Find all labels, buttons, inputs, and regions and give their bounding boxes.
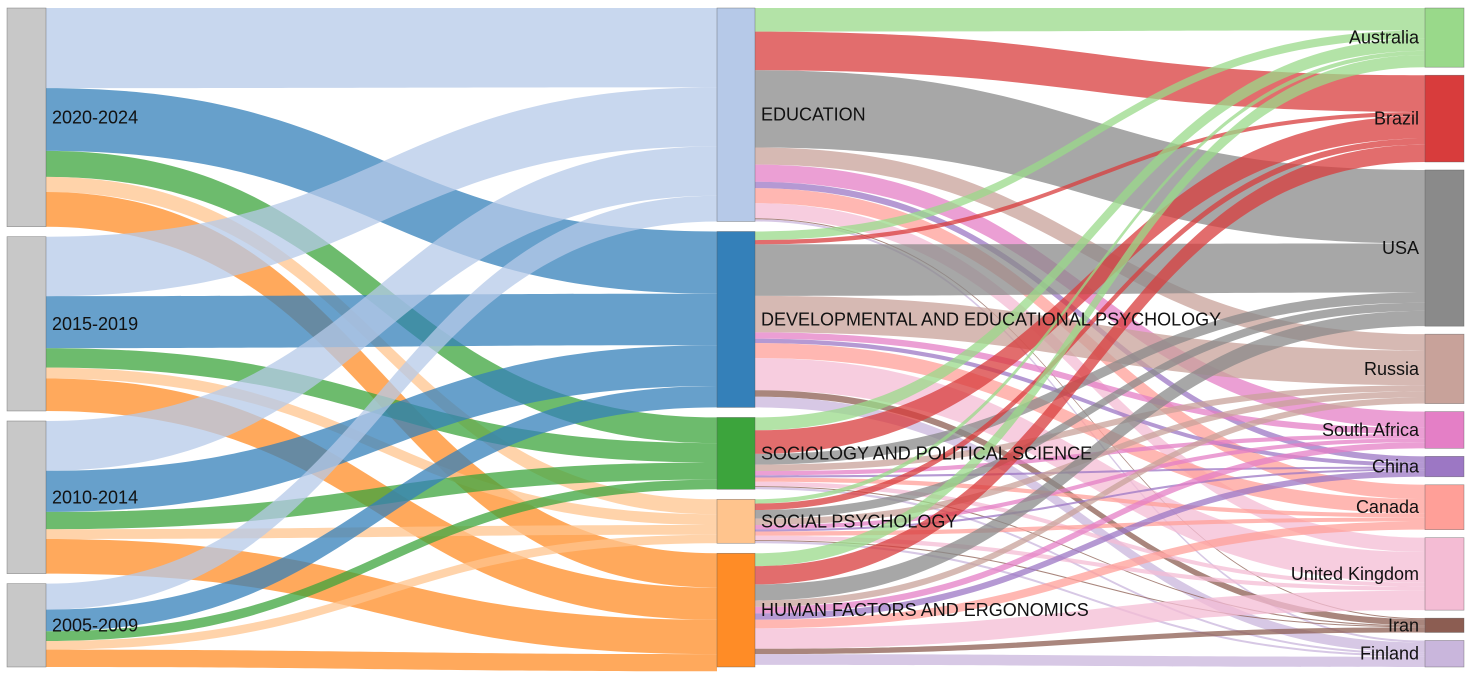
node-sps (716, 498, 756, 544)
flow-edu-to-bra (755, 31, 1425, 112)
node-label-p05: 2005-2009 (52, 615, 138, 635)
node-fin (1424, 640, 1465, 668)
flow-p05-to-dev (46, 385, 717, 632)
node-label-p20: 2020-2024 (52, 107, 138, 127)
flow-soc-to-usa (755, 292, 1425, 465)
node-label-aus: Australia (1349, 28, 1420, 48)
node-chn (1424, 456, 1465, 478)
node-p20 (6, 7, 47, 227)
flow-hfe-to-irn (755, 627, 1425, 655)
node-label-fin: Finland (1360, 644, 1419, 664)
flow-sps-to-irn (755, 540, 1425, 628)
flow-dev-to-chn (755, 338, 1425, 467)
flow-hfe-to-chn (755, 470, 1425, 620)
node-usa (1424, 169, 1465, 327)
flow-soc-to-rus (755, 385, 1425, 472)
node-label-rus: Russia (1364, 359, 1420, 379)
node-edu (716, 7, 756, 222)
node-p05 (6, 583, 47, 668)
flow-p10-to-edu (46, 146, 717, 471)
flow-soc-to-uk (755, 481, 1425, 587)
flow-sps-to-uk (755, 535, 1425, 591)
flow-hfe-to-saf (755, 442, 1425, 614)
flow-soc-to-irn (755, 486, 1425, 627)
node-hfe (716, 552, 756, 668)
node-soc (716, 417, 756, 490)
links-layer (46, 8, 1425, 672)
flow-soc-to-can (755, 477, 1425, 518)
node-label-irn: Iran (1388, 615, 1419, 635)
node-label-dev: DEVELOPMENTAL AND EDUCATIONAL PSYCHOLOGY (761, 309, 1221, 329)
flow-p10-to-sps (46, 525, 717, 539)
node-label-sps: SOCIAL PSYCHOLOGY (761, 511, 957, 531)
flow-p10-to-dev (46, 345, 717, 512)
flow-sps-to-bra (755, 138, 1425, 511)
flow-dev-to-usa (755, 243, 1425, 296)
node-label-p10: 2010-2014 (52, 487, 138, 507)
flow-soc-to-chn (755, 466, 1425, 478)
nodes-layer (6, 7, 1465, 668)
node-label-bra: Brazil (1374, 109, 1419, 129)
node-label-chn: China (1372, 457, 1420, 477)
node-label-hfe: HUMAN FACTORS AND ERGONOMICS (761, 600, 1089, 620)
flow-dev-to-aus (755, 30, 1425, 241)
flow-p05-to-hfe (46, 649, 717, 672)
flow-sps-to-fin (755, 541, 1425, 657)
flow-sps-to-aus (755, 50, 1425, 504)
flow-dev-to-bra (755, 111, 1425, 245)
flow-edu-to-saf (755, 164, 1425, 428)
node-p15 (6, 236, 47, 412)
flow-p05-to-sps (46, 534, 717, 650)
node-label-soc: SOCIOLOGY AND POLITICAL SCIENCE (761, 443, 1092, 463)
flow-p20-to-edu (46, 8, 717, 89)
flow-p15-to-edu (46, 87, 717, 297)
labels-layer: 2020-2024 2015-2019 2010-2014 2005-2009 EDUC… (52, 28, 1420, 664)
flow-edu-to-aus (755, 8, 1425, 32)
flow-dev-to-irn (755, 390, 1425, 626)
flow-p10-to-soc (46, 462, 717, 530)
flow-sps-to-saf (755, 438, 1425, 530)
flow-hfe-to-bra (755, 144, 1425, 585)
flow-sps-to-usa (755, 302, 1425, 519)
node-label-saf: South Africa (1322, 420, 1420, 440)
flow-p05-to-soc (46, 479, 717, 642)
flow-hfe-to-aus (755, 54, 1425, 567)
node-can (1424, 484, 1465, 530)
node-irn (1424, 617, 1465, 633)
node-label-uk: United Kingdom (1291, 564, 1419, 584)
node-bra (1424, 74, 1465, 163)
flow-dev-to-rus (755, 295, 1425, 386)
flow-dev-to-uk (755, 358, 1425, 583)
node-label-edu: EDUCATION (761, 105, 866, 125)
flow-hfe-to-fin (755, 654, 1425, 667)
flow-hfe-to-rus (755, 397, 1425, 607)
flow-soc-to-bra (755, 116, 1425, 454)
flow-hfe-to-usa (755, 310, 1425, 601)
flow-hfe-to-can (755, 521, 1425, 629)
node-label-usa: USA (1382, 238, 1419, 258)
flow-hfe-to-uk (755, 590, 1425, 649)
node-dev (716, 231, 756, 408)
node-saf (1424, 411, 1465, 449)
node-p10 (6, 420, 47, 574)
node-aus (1424, 7, 1465, 68)
node-label-p15: 2015-2019 (52, 314, 138, 334)
flow-p05-to-edu (46, 195, 717, 610)
node-rus (1424, 333, 1465, 404)
flow-soc-to-aus (755, 38, 1425, 431)
node-uk (1424, 537, 1465, 611)
node-label-can: Canada (1356, 497, 1420, 517)
flow-edu-to-irn (755, 218, 1425, 620)
